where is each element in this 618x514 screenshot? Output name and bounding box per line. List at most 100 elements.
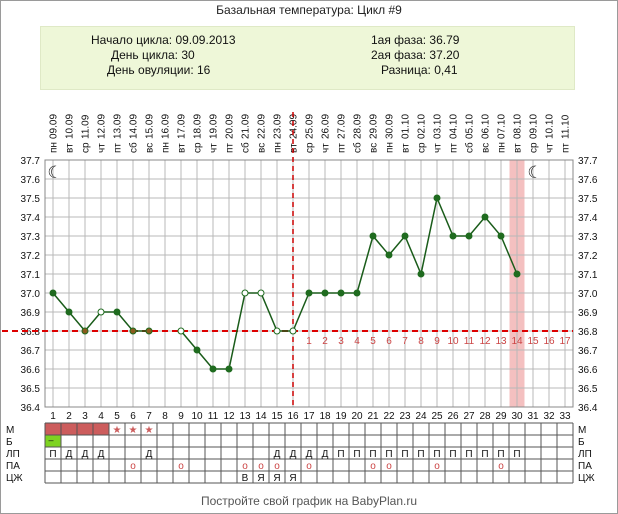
day-number-label: 8 [162, 411, 168, 422]
weekday-label: пн [273, 142, 284, 153]
lp-mark: Д [290, 449, 297, 460]
luteal-day-number: 1 [306, 336, 312, 347]
weekday-label: вт [289, 143, 300, 153]
moon-icon: ☾ [527, 163, 542, 183]
pa-mark: о [498, 461, 504, 472]
temperature-point [113, 308, 121, 316]
menstruation-cell [93, 423, 109, 435]
lp-mark: П [417, 449, 424, 460]
y-tick-label-right: 37.5 [578, 194, 598, 205]
lp-mark: Д [274, 449, 281, 460]
day-number-label: 3 [82, 411, 88, 422]
date-label: 07.10 [497, 114, 508, 139]
pa-mark: о [386, 461, 392, 472]
table-row-label-left: Б [6, 437, 13, 448]
date-label: 30.09 [385, 114, 396, 139]
star-mark: ★ [129, 425, 138, 436]
y-tick-label-right: 37.4 [578, 213, 598, 224]
temperature-point [497, 232, 505, 240]
weekday-label: ср [305, 142, 316, 153]
luteal-day-number: 3 [338, 336, 344, 347]
day-number-label: 20 [351, 411, 363, 422]
weekday-label: чт [97, 143, 108, 153]
temperature-line [180, 195, 518, 370]
day-number-label: 30 [511, 411, 523, 422]
y-tick-label-right: 37.1 [578, 270, 598, 281]
weekday-label: пт [113, 143, 124, 153]
y-tick-label-left: 36.8 [21, 327, 41, 338]
date-label: 23.09 [273, 114, 284, 139]
pa-mark: о [130, 461, 136, 472]
lp-mark: П [465, 449, 472, 460]
plot-border [44, 159, 574, 408]
day-number-label: 28 [479, 411, 491, 422]
date-label: 16.09 [161, 114, 172, 139]
temperature-point [193, 346, 201, 354]
temperature-chart: 36.4 36.4 36.5 36.5 36.6 36.6 36.7 36.7 36.8 36.8… [2, 112, 598, 484]
day-number-label: 12 [223, 411, 235, 422]
lp-mark: Д [146, 449, 153, 460]
luteal-day-number: 17 [559, 336, 571, 347]
weekday-label: вт [177, 143, 188, 153]
day-number-label: 6 [130, 411, 136, 422]
cj-mark: Я [257, 473, 264, 484]
y-tick-label-left: 36.4 [21, 403, 41, 414]
weekday-label: ср [417, 142, 428, 153]
date-label: 19.09 [209, 114, 220, 139]
luteal-day-number: 15 [527, 336, 539, 347]
day-number-label: 22 [383, 411, 395, 422]
luteal-day-number: 5 [370, 336, 376, 347]
temperature-point [305, 289, 313, 297]
y-tick-label-right: 37.0 [578, 289, 598, 300]
weekday-label: чт [321, 143, 332, 153]
date-label: 26.09 [321, 114, 332, 139]
y-tick-label-left: 37.4 [21, 213, 41, 224]
weekday-label: чт [545, 143, 556, 153]
day-number-label: 13 [239, 411, 251, 422]
lp-mark: Д [66, 449, 73, 460]
day-number-label: 17 [303, 411, 315, 422]
y-tick-label-left: 37.1 [21, 270, 41, 281]
y-tick-label-left: 37.3 [21, 232, 41, 243]
date-label: 09.10 [529, 114, 540, 139]
table-row-label-right: ЦЖ [578, 473, 595, 484]
star-mark: ★ [113, 425, 122, 436]
star-mark: ★ [145, 425, 154, 436]
day-number-label: 7 [146, 411, 152, 422]
day-number-label: 29 [495, 411, 507, 422]
luteal-day-number: 13 [495, 336, 507, 347]
temperature-point [129, 327, 137, 335]
day-number-label: 27 [463, 411, 475, 422]
page-title: Базальная температура: Цикл #9 [216, 3, 402, 17]
y-tick-label-right: 36.4 [578, 403, 598, 414]
menstruation-cell [77, 423, 93, 435]
weekday-label: пт [449, 143, 460, 153]
menstruation-cell [61, 423, 77, 435]
date-label: 08.10 [513, 114, 524, 139]
lp-mark: Д [322, 449, 329, 460]
weekday-label: пт [561, 143, 572, 153]
temperature-point [481, 213, 489, 221]
y-tick-label-right: 36.5 [578, 384, 598, 395]
y-tick-label-right: 37.6 [578, 175, 598, 186]
day-number-label: 16 [287, 411, 299, 422]
lp-mark: П [369, 449, 376, 460]
temperature-point [385, 251, 393, 259]
footer-link[interactable]: Постройте свой график на BabyPlan.ru [200, 494, 418, 508]
cj-mark: Я [273, 473, 280, 484]
day-number-label: 2 [66, 411, 72, 422]
date-label: 18.09 [193, 114, 204, 139]
luteal-day-number: 11 [464, 336, 475, 347]
weekday-label: ср [81, 142, 92, 153]
luteal-day-number: 4 [354, 336, 360, 347]
date-label: 10.10 [545, 114, 556, 139]
y-tick-label-left: 36.5 [21, 384, 41, 395]
weekday-label: сб [352, 142, 364, 153]
pa-mark: о [370, 461, 376, 472]
temperature-point [513, 270, 521, 278]
date-label: 13.09 [113, 114, 124, 139]
green-cell [45, 435, 61, 447]
date-label: 02.10 [417, 114, 428, 139]
date-label: 06.10 [481, 114, 492, 139]
y-tick-label-left: 37.0 [21, 289, 41, 300]
